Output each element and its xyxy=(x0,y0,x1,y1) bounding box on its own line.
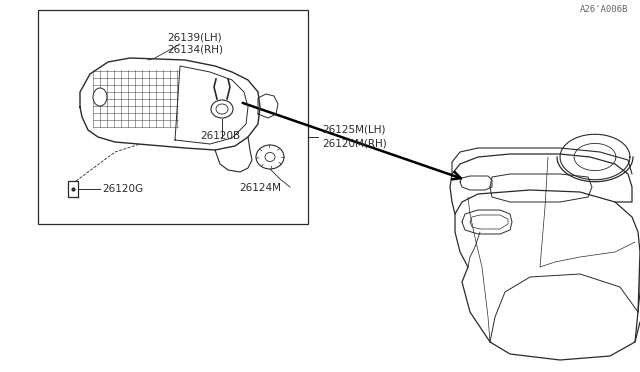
Text: 26125M(LH): 26125M(LH) xyxy=(322,125,385,135)
Text: 26139(LH): 26139(LH) xyxy=(168,32,222,42)
Text: 26120B: 26120B xyxy=(200,131,240,141)
Text: 26124M: 26124M xyxy=(239,183,281,193)
Ellipse shape xyxy=(216,104,228,114)
Text: 26134(RH): 26134(RH) xyxy=(167,44,223,54)
Text: A26'A006B: A26'A006B xyxy=(580,5,628,14)
Ellipse shape xyxy=(93,88,107,106)
Ellipse shape xyxy=(211,100,233,118)
Text: 26120G: 26120G xyxy=(102,184,143,194)
Text: 26120M(RH): 26120M(RH) xyxy=(322,139,387,149)
Ellipse shape xyxy=(265,153,275,161)
Ellipse shape xyxy=(256,145,284,169)
Bar xyxy=(38,10,308,224)
